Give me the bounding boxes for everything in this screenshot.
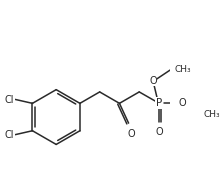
Text: CH₃: CH₃ — [203, 110, 220, 119]
Text: O: O — [178, 98, 186, 108]
Text: P: P — [156, 98, 162, 108]
Text: Cl: Cl — [5, 130, 14, 139]
Text: O: O — [149, 76, 157, 85]
Text: O: O — [127, 129, 135, 139]
Text: CH₃: CH₃ — [174, 65, 191, 74]
Text: O: O — [155, 127, 163, 137]
Text: Cl: Cl — [5, 95, 14, 105]
